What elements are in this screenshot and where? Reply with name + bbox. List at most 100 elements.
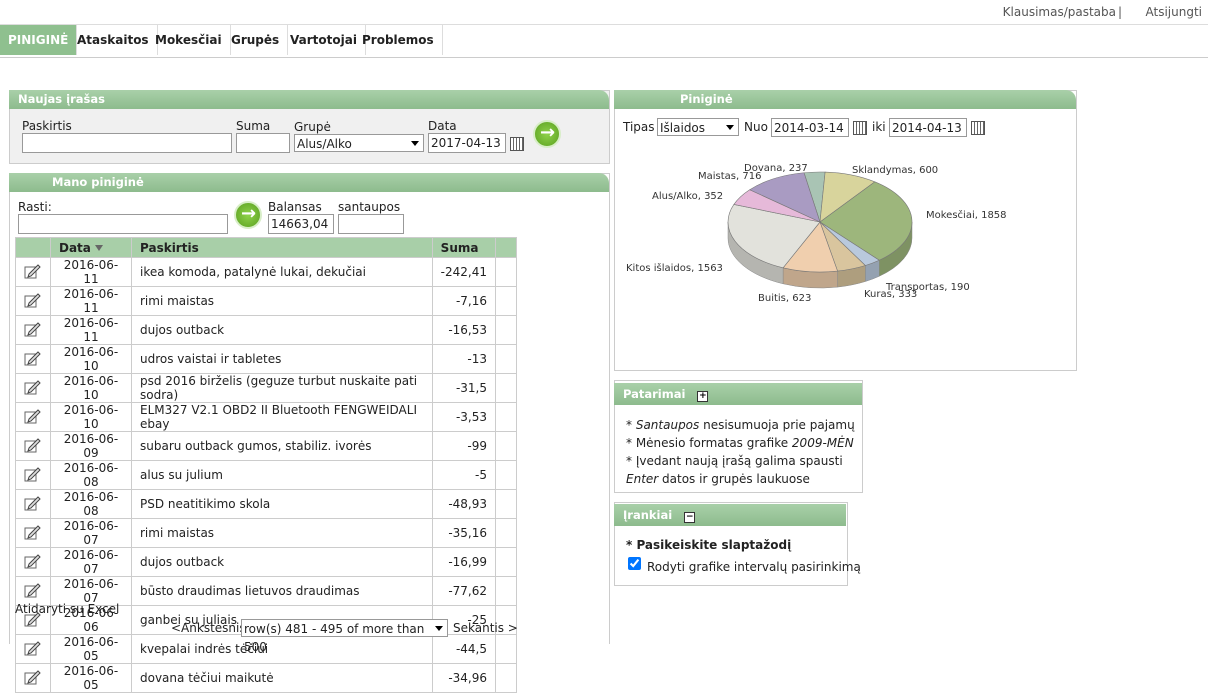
table-row: 2016-06-07 rimi maistas -35,16 <box>15 518 517 548</box>
page: Klausimas/pastaba | Atsijungti PINIGINĖ A… <box>0 0 1208 640</box>
edit-icon[interactable] <box>24 495 42 511</box>
select[interactable]: Alus/Alko <box>294 134 424 152</box>
date-cell: 2016-06-11 <box>50 257 132 287</box>
edit-cell <box>15 431 51 461</box>
collapse-icon[interactable]: − <box>684 512 696 523</box>
search-button[interactable] <box>234 201 262 229</box>
edit-icon[interactable] <box>24 321 42 337</box>
table-row: 2016-06-11 ikea komoda, patalynė lukai, d… <box>15 257 517 287</box>
expand-icon[interactable]: + <box>697 391 709 402</box>
pie-label: Dovana, 237 <box>744 163 808 174</box>
date-input[interactable]: 2014-04-13 <box>889 118 967 137</box>
table-row: 2016-06-11 rimi maistas -7,16 <box>15 286 517 316</box>
edit-icon[interactable] <box>24 292 42 308</box>
input[interactable] <box>22 133 232 153</box>
edit-icon[interactable] <box>24 611 42 627</box>
amount-cell: -48,93 <box>431 489 497 519</box>
purpose-cell: rimi maistas <box>131 518 433 548</box>
purpose-cell: rimi maistas <box>131 286 433 316</box>
date-input[interactable]: 2014-03-14 <box>771 118 849 137</box>
edit-icon[interactable] <box>24 553 42 569</box>
prev-link[interactable]: <Ankstesnis <box>171 621 246 635</box>
input[interactable] <box>236 133 290 153</box>
table-row: 2016-06-11 dujos outback -16,53 <box>15 315 517 345</box>
calendar-icon[interactable] <box>510 137 524 151</box>
type-select[interactable]: Išlaidos <box>657 118 739 136</box>
date-input[interactable]: 2017-04-13 <box>428 133 506 153</box>
purpose-cell: ikea komoda, patalynė lukai, dekučiai <box>131 257 433 287</box>
edit-icon[interactable] <box>24 350 42 366</box>
calendar-icon[interactable] <box>971 121 985 135</box>
pie-label: Kuras, 333 <box>864 289 917 300</box>
tip: * Mėnesio formatas grafike 2009-MĖN <box>626 434 856 452</box>
separator: | <box>1117 5 1122 19</box>
empty-cell <box>495 663 517 693</box>
date-cell: 2016-06-10 <box>50 344 132 374</box>
checkbox[interactable] <box>628 557 641 570</box>
nav-tab[interactable]: PINIGINĖ <box>0 25 78 55</box>
password-link[interactable]: * Pasikeiskite slaptažodį <box>626 538 792 552</box>
title-text: Įrankiai <box>623 508 673 522</box>
sort-icon <box>95 244 104 255</box>
date-cell: 2016-06-07 <box>50 518 132 548</box>
search-input[interactable] <box>18 214 228 234</box>
edit-cell <box>15 257 51 287</box>
purpose-cell: subaru outback gumos, stabiliz. ivorės <box>131 431 433 461</box>
pager-select[interactable]: row(s) 481 - 495 of more than 500 <box>241 619 448 654</box>
pie-chart: Dovana, 237 Sklandymas, 600 Mokesčiai, 185… <box>626 163 1007 304</box>
edit-icon[interactable] <box>24 524 42 540</box>
date-cell: 2016-06-08 <box>50 460 132 490</box>
purpose-cell: alus su julium <box>131 460 433 490</box>
purpose-cell: udros vaistai ir tabletes <box>131 344 433 374</box>
edit-icon[interactable] <box>24 437 42 453</box>
edit-icon[interactable] <box>24 263 42 279</box>
pie-slice <box>749 172 821 223</box>
link[interactable]: Klausimas/pastaba <box>1002 5 1116 19</box>
label: Paskirtis <box>22 119 72 133</box>
label: santaupos <box>338 200 401 214</box>
pie-label: Kitos išlaidos, 1563 <box>626 262 723 274</box>
nav-tab[interactable]: Problemos <box>354 25 443 55</box>
purpose-cell: dovana tėčiui maikutė <box>131 663 433 693</box>
tips-panel <box>614 380 863 493</box>
label: Nuo <box>744 120 768 134</box>
table-row: 2016-06-10 ELM327 V2.1 OBD2 II Bluetooth … <box>15 402 517 432</box>
purpose-cell: psd 2016 birželis (geguze turbut nuskait… <box>131 373 433 403</box>
pie-label: Mokesčiai, 1858 <box>926 209 1007 221</box>
tips-list: * Santaupos nesisumuoja prie pajamų * Mėn… <box>626 416 856 488</box>
edit-icon[interactable] <box>24 408 42 424</box>
nav-tab[interactable]: Vartotojai <box>282 25 366 55</box>
table-row: 2016-06-08 alus su julium -5 <box>15 460 517 490</box>
edit-icon[interactable] <box>24 582 42 598</box>
next-link[interactable]: Sekantis > <box>453 621 518 635</box>
edit-icon[interactable] <box>24 379 42 395</box>
savings-input[interactable] <box>338 214 404 234</box>
edit-icon[interactable] <box>24 466 42 482</box>
panel-title: Įrankiai − <box>614 504 846 526</box>
table-row: 2016-06-08 PSD neatitikimo skola -48,93 <box>15 489 517 519</box>
tip-text: * Mėnesio formatas grafike <box>626 436 792 450</box>
balance: 14663,04 <box>268 214 334 234</box>
nav-bar <box>0 24 1208 58</box>
edit-icon[interactable] <box>24 669 42 685</box>
label: Data <box>428 119 457 133</box>
tip-text: * Įvedant naują įrašą galima spausti <box>626 454 843 468</box>
header-text: Data <box>59 240 91 255</box>
table-row: 2016-06-05 dovana tėčiui maikutė -34,96 <box>15 663 517 693</box>
edit-icon[interactable] <box>24 640 42 656</box>
submit-button[interactable] <box>533 120 561 148</box>
nav-tab[interactable]: Mokesčiai <box>147 25 231 55</box>
tools-panel <box>614 502 848 586</box>
excel-link[interactable]: Atidaryti su Excel <box>15 602 120 616</box>
nav-tab[interactable]: Ataskaitos <box>69 25 158 55</box>
calendar-icon[interactable] <box>853 121 867 135</box>
pie-slice <box>727 204 821 269</box>
pie-slice <box>819 181 913 261</box>
pie-label: Transportas, 190 <box>885 282 970 293</box>
nav-tab[interactable]: Grupės <box>223 25 289 55</box>
tip-text: nesisumuoja prie pajamų <box>699 418 855 432</box>
date-cell: 2016-06-09 <box>50 431 132 461</box>
header-cell[interactable]: Data <box>50 237 132 258</box>
link[interactable]: Atsijungti <box>1145 5 1203 19</box>
pie-label: Sklandymas, 600 <box>852 165 938 176</box>
